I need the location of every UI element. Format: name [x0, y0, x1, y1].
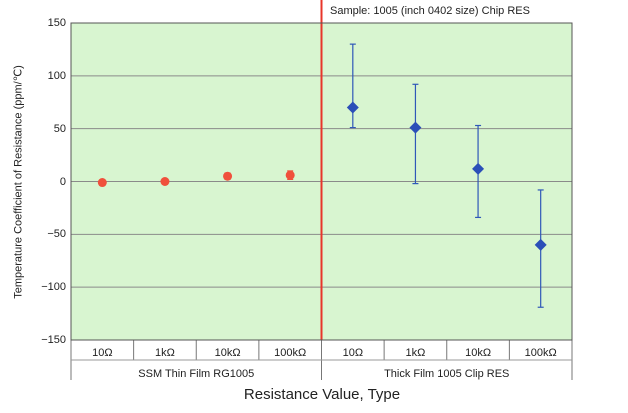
x-tick-label: 100kΩ	[274, 347, 307, 359]
data-points	[97, 101, 547, 251]
y-tick-label: −100	[41, 281, 66, 294]
data-point-diamond	[472, 162, 485, 175]
data-point-circle	[223, 171, 233, 181]
y-tick-label: 0	[59, 175, 66, 188]
data-point-circle	[285, 170, 295, 180]
data-point-diamond	[409, 121, 422, 134]
x-tick-label: 10kΩ	[214, 347, 241, 359]
y-tick-label: −50	[47, 228, 66, 241]
data-point-circle	[97, 178, 107, 188]
x-tick-label: 1kΩ	[155, 347, 175, 359]
data-point-diamond	[346, 101, 359, 114]
y-tick-label: 150	[47, 17, 66, 29]
chart-title: Sample: 1005 (inch 0402 size) Chip RES	[330, 5, 530, 17]
y-tick-label: 100	[47, 69, 66, 82]
group-label-thick-film: Thick Film 1005 Clip RES	[384, 368, 510, 380]
x-axis-label: Resistance Value, Type	[243, 386, 401, 403]
y-tick-label: 50	[53, 122, 66, 135]
x-tick-label: 1kΩ	[405, 347, 426, 359]
group-label-thin-film: SSM Thin Film RG1005	[138, 368, 255, 380]
category-separators	[70, 340, 573, 380]
x-tick-label: 10kΩ	[465, 347, 492, 359]
y-axis-label: Temperature Coefficient of Resistance (p…	[12, 65, 25, 299]
plot-frame	[70, 22, 573, 341]
x-tick-label: 10Ω	[342, 347, 364, 359]
data-point-diamond	[534, 238, 547, 251]
x-tick-label: 100kΩ	[524, 347, 557, 359]
data-point-circle	[160, 177, 170, 186]
y-tick-label: −150	[41, 334, 66, 346]
x-tick-label: 10Ω	[92, 347, 113, 359]
